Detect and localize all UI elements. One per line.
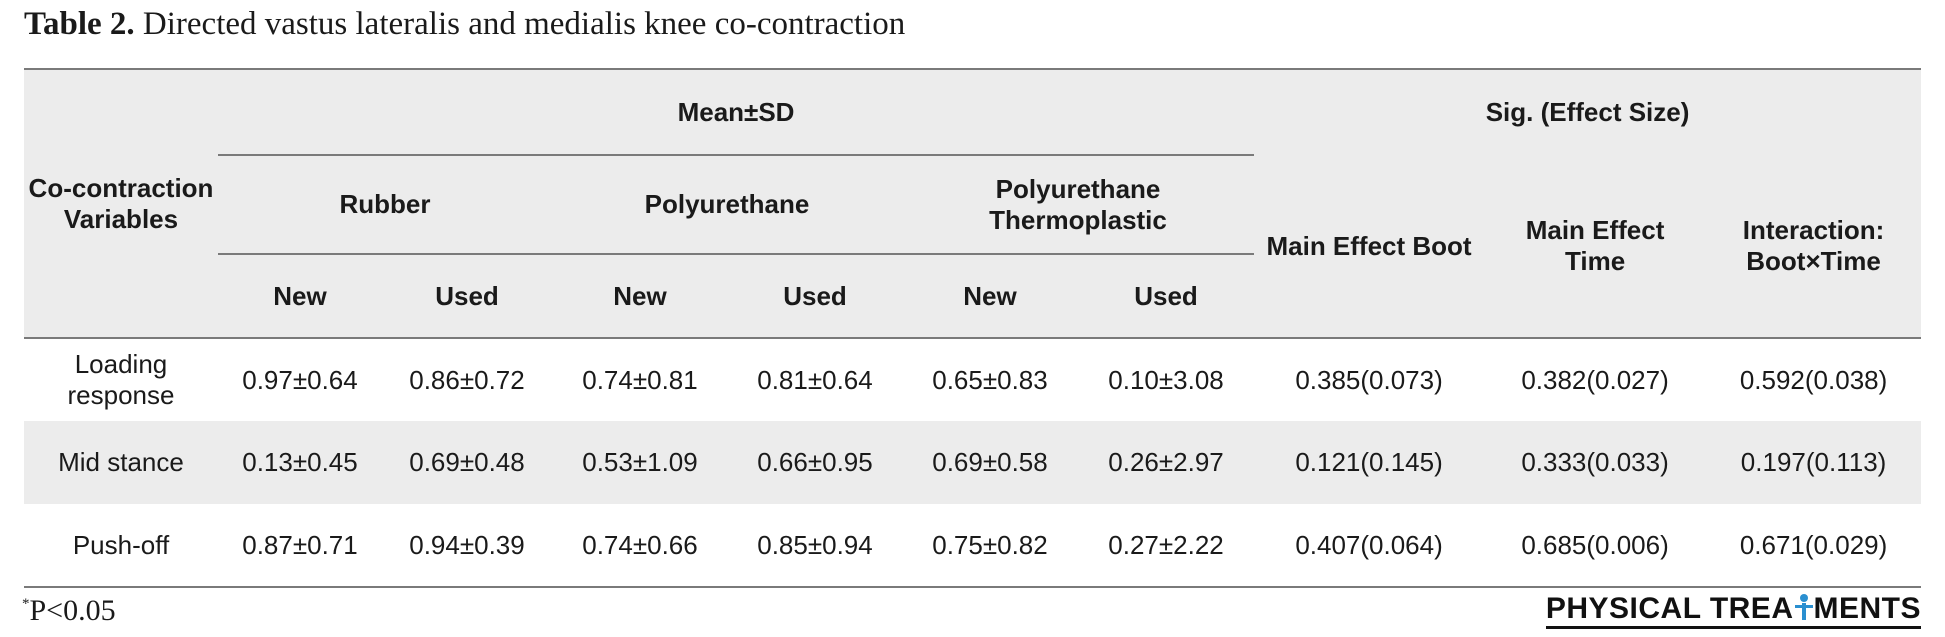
header-interaction-boot-time: Interaction: Boot×Time [1706,155,1922,339]
table-cell: 0.69±0.48 [409,447,525,477]
header-condition-new: New [902,254,1078,339]
table-caption-text: Directed vastus lateralis and medialis k… [142,6,906,42]
table-cell: 0.65±0.83 [932,364,1048,395]
table-cell: 0.121(0.145) [1295,447,1443,477]
row-label: Push-off [24,504,218,588]
table-cell: 0.74±0.81 [582,364,698,395]
header-row-boots: Rubber Polyurethane Polyurethane Thermop… [24,155,1922,339]
table-cell: 0.26±2.97 [1108,447,1224,477]
table-cell: 0.53±1.09 [582,447,698,477]
footnote-marker: * [22,596,30,612]
table-cell: 0.85±0.94 [728,504,902,588]
header-sig-effect-size: Sig. (Effect Size) [1254,68,1922,155]
table-row: Push-off 0.87±0.71 0.94±0.39 0.74±0.66 0… [24,504,1922,588]
table-cell: 0.94±0.39 [382,504,552,588]
table-caption: Table 2. Directed vastus lateralis and m… [24,6,905,43]
table-cell: 0.407(0.064) [1254,504,1485,588]
table-cell: 0.87±0.71 [218,504,382,588]
header-co-contraction-variables: Co-contraction Variables [24,68,218,339]
table-cell: 0.10±3.08 [1108,364,1224,395]
table-cell: 0.671(0.029) [1706,504,1922,588]
table-cell: 0.97±0.64 [242,364,358,395]
results-table: Co-contraction Variables Mean±SD Sig. (E… [24,68,1922,588]
table-cell: 0.592(0.038) [1739,364,1888,395]
table-cell: 0.66±0.95 [757,447,873,477]
header-mean-sd: Mean±SD [218,68,1255,156]
row-label: Loading response [67,349,175,410]
logo-text-part2: MENTS [1813,592,1921,625]
header-condition-used: Used [728,254,902,339]
table-cell: 0.27±2.22 [1078,504,1255,588]
header-condition-new: New [218,254,382,339]
table-cell: 0.86±0.72 [409,364,525,395]
footnote-text: P<0.05 [29,594,116,627]
table-row: Mid stance 0.13±0.45 0.69±0.48 0.53±1.09… [24,421,1922,504]
table-cell: 0.382(0.027) [1521,364,1669,395]
table-cell: 0.74±0.66 [552,504,728,588]
table-row: Loading response 0.97±0.64 0.86±0.72 0.7… [24,338,1921,421]
table-footnote: *P<0.05 [22,594,116,628]
header-condition-used: Used [382,254,552,339]
person-icon [1794,594,1814,620]
results-table-container: Co-contraction Variables Mean±SD Sig. (E… [24,68,1922,588]
table-cell: 0.333(0.033) [1521,447,1669,477]
header-row-groups: Co-contraction Variables Mean±SD Sig. (E… [24,68,1922,339]
row-label: Mid stance [58,447,184,477]
header-boot-polyurethane: Polyurethane [552,155,902,255]
table-cell: 0.13±0.45 [242,447,358,477]
table-cell: 0.685(0.006) [1484,504,1707,588]
table-cell: 0.385(0.073) [1295,364,1443,395]
header-boot-rubber: Rubber [218,155,552,255]
table-cell: 0.69±0.58 [932,447,1048,477]
table-cell: 0.81±0.64 [757,364,873,395]
header-boot-polyurethane-thermoplastic: Polyurethane Thermoplastic [902,155,1255,255]
header-main-effect-time: Main Effect Time [1484,155,1707,339]
logo-text-part1: PHYSICAL TREA [1545,592,1794,625]
table-cell: 0.75±0.82 [902,504,1078,588]
table-caption-label: Table 2. [24,6,135,42]
journal-logo: PHYSICAL TREA MENTS [1545,592,1921,629]
header-main-effect-boot: Main Effect Boot [1254,155,1485,339]
header-condition-used: Used [1078,254,1255,339]
header-condition-new: New [552,254,728,339]
table-cell: 0.197(0.113) [1740,447,1887,477]
